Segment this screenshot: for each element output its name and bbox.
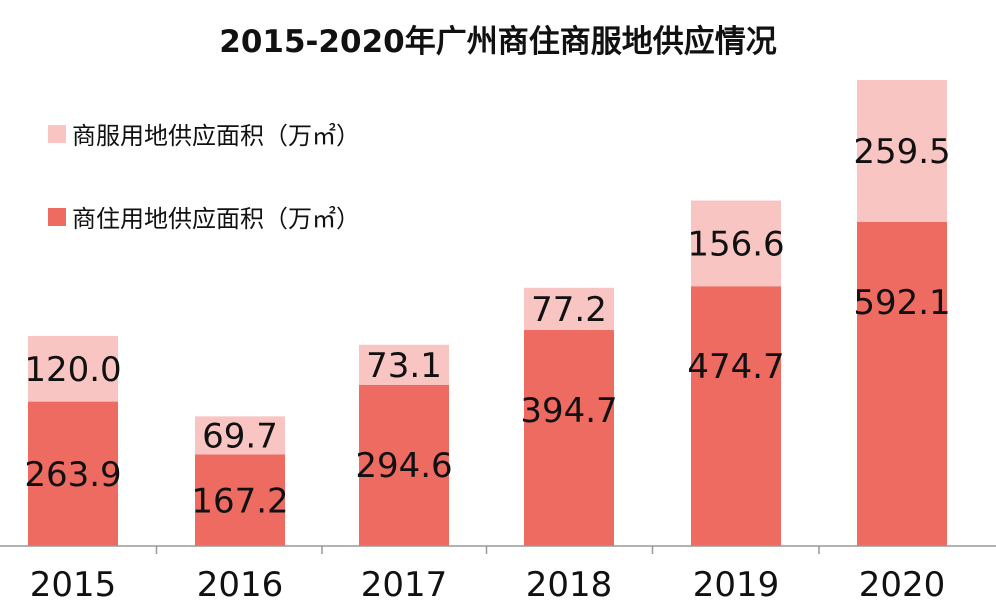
bar-commercial-residential-2020 — [857, 221, 947, 547]
chart-title: 2015-2020年广州商住商服地供应情况 — [219, 24, 776, 60]
legend-label-commercial-service: 商服用地供应面积（万㎡） — [72, 122, 360, 150]
bar-commercial-service-2015 — [28, 335, 118, 402]
x-axis-ticks: 2015 2016 2017 2018 2019 2020 — [30, 546, 946, 605]
value-labels-layer: 263.9 120.0 167.2 69.7 294.6 73.1 394.7 77.2 474… — [24, 132, 950, 521]
bar-commercial-service-2016 — [195, 416, 285, 455]
value-label-commercial-service-2020: 259.5 — [853, 132, 950, 172]
bar-commercial-residential-2017 — [359, 384, 449, 546]
bar-commercial-residential-2015 — [28, 401, 118, 546]
bar-commercial-residential-2016 — [195, 454, 285, 546]
bars-layer — [28, 80, 947, 547]
bar-commercial-residential-2018 — [524, 330, 614, 546]
value-label-commercial-residential-2016: 167.2 — [191, 481, 288, 521]
value-label-commercial-service-2015: 120.0 — [24, 350, 121, 390]
bar-commercial-service-2019 — [691, 200, 781, 287]
value-label-commercial-residential-2018: 394.7 — [520, 391, 617, 431]
value-label-commercial-residential-2017: 294.6 — [355, 446, 452, 486]
x-tick-label-2018: 2018 — [526, 565, 613, 605]
x-tick-label-2015: 2015 — [30, 565, 117, 605]
x-tick-label-2019: 2019 — [693, 565, 780, 605]
value-label-commercial-residential-2019: 474.7 — [687, 347, 784, 387]
bar-commercial-service-2018 — [524, 287, 614, 331]
bar-commercial-service-2020 — [857, 80, 947, 222]
legend-swatch-commercial-residential — [48, 208, 66, 226]
x-tick-label-2017: 2017 — [361, 565, 448, 605]
value-label-commercial-residential-2015: 263.9 — [24, 455, 121, 495]
bar-commercial-service-2017 — [359, 344, 449, 385]
legend-swatch-commercial-service — [48, 125, 66, 143]
x-tick-label-2016: 2016 — [197, 565, 284, 605]
value-label-commercial-service-2017: 73.1 — [366, 346, 442, 386]
value-label-commercial-service-2018: 77.2 — [531, 290, 607, 330]
value-label-commercial-service-2019: 156.6 — [687, 224, 784, 264]
value-label-commercial-residential-2020: 592.1 — [853, 283, 950, 323]
x-tick-label-2020: 2020 — [859, 565, 946, 605]
value-label-commercial-service-2016: 69.7 — [202, 416, 278, 456]
legend: 商服用地供应面积（万㎡） 商住用地供应面积（万㎡） — [48, 122, 360, 233]
bar-commercial-residential-2019 — [691, 286, 781, 546]
legend-label-commercial-residential: 商住用地供应面积（万㎡） — [72, 205, 360, 233]
